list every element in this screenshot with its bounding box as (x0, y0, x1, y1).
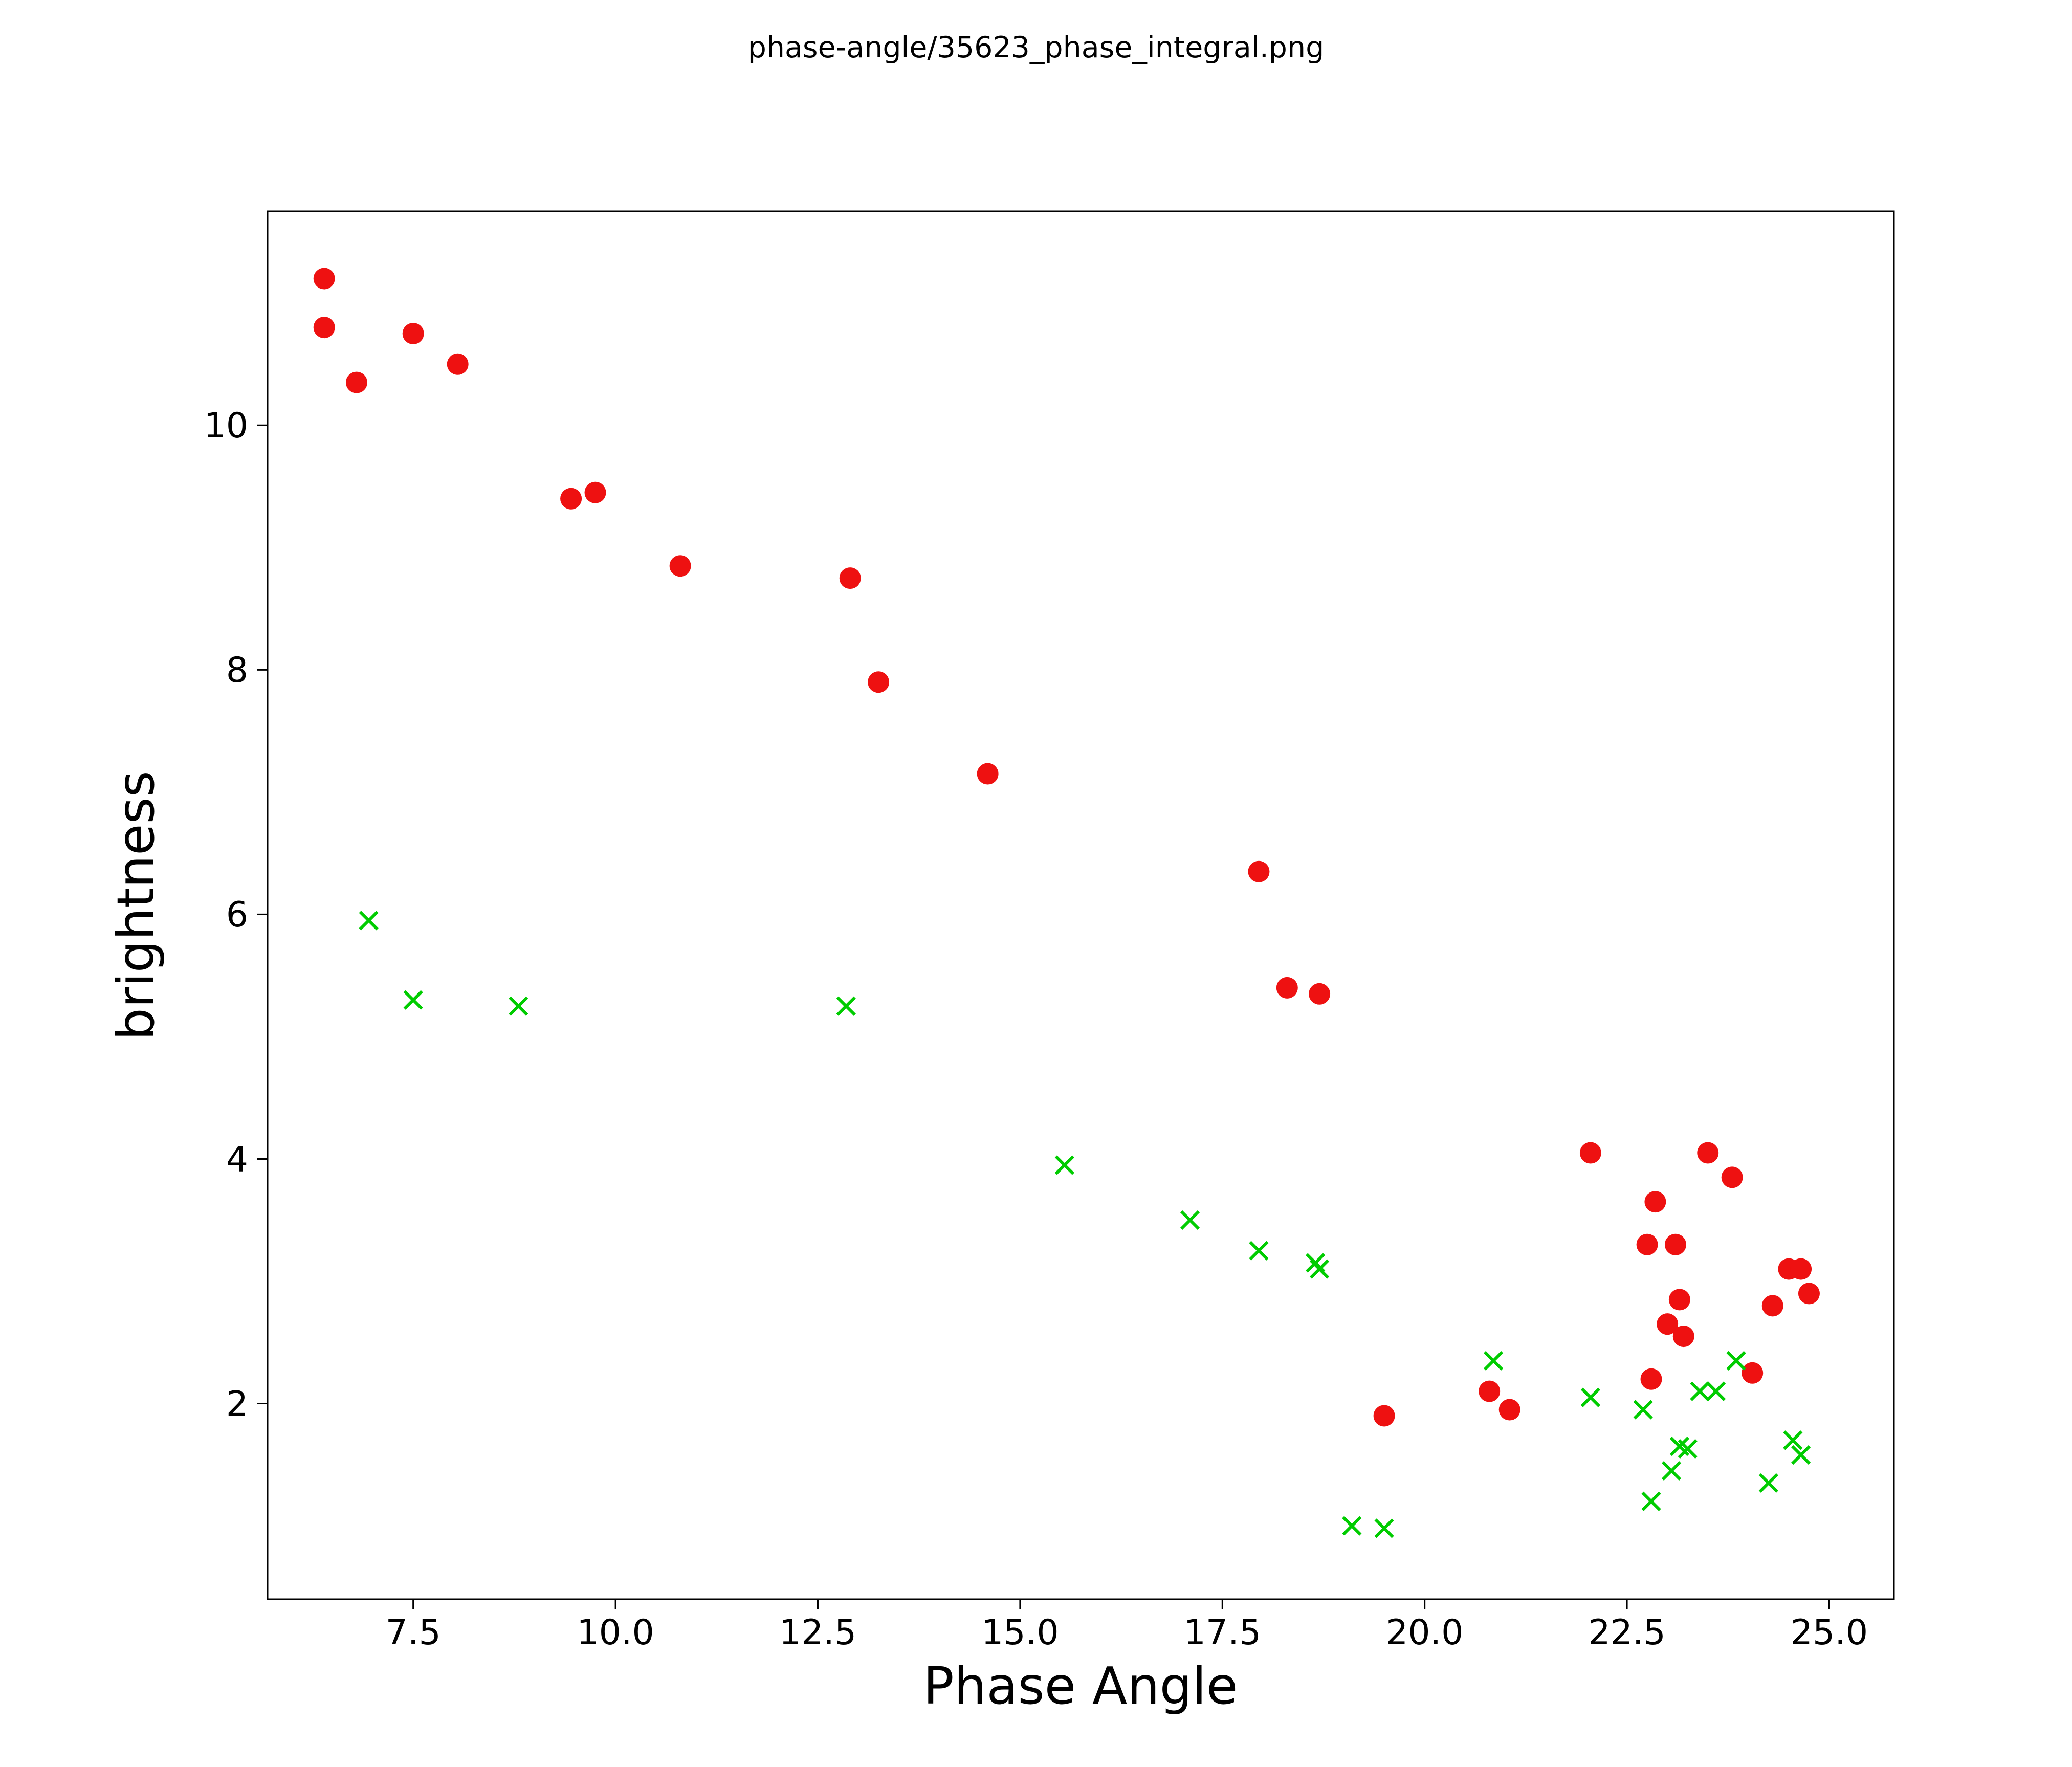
data-point-circle (669, 555, 691, 577)
data-point-circle (1248, 860, 1270, 882)
data-point-x (1054, 1155, 1074, 1175)
x-tick-label: 10.0 (577, 1613, 654, 1653)
x-tick-label: 7.5 (386, 1613, 441, 1653)
data-point-x (1483, 1351, 1504, 1371)
data-point-x (1678, 1439, 1698, 1459)
data-point-x (1706, 1381, 1726, 1401)
data-point-x (1374, 1518, 1394, 1538)
data-point-circle (1790, 1258, 1812, 1280)
data-point-x (836, 996, 856, 1016)
data-point-circle (1664, 1233, 1686, 1255)
data-point-circle (1636, 1233, 1658, 1255)
x-tick-label: 12.5 (779, 1613, 856, 1653)
x-tick-label: 20.0 (1386, 1613, 1463, 1653)
data-point-x (1309, 1259, 1330, 1279)
data-point-circle (977, 763, 999, 785)
data-point-x (1758, 1473, 1778, 1493)
data-point-circle (1742, 1362, 1764, 1384)
data-point-circle (313, 317, 335, 339)
y-axis-ticks: 2 4 6 8 10 (204, 406, 268, 1424)
data-point-circle (1761, 1295, 1783, 1317)
plot-area-border (267, 210, 1895, 1600)
data-point-circle (1798, 1283, 1820, 1305)
y-tick-label: 2 (226, 1384, 248, 1424)
y-tick-label: 6 (226, 895, 248, 935)
data-point-circle (868, 671, 890, 693)
data-point-x (403, 990, 423, 1010)
chart-title: phase-angle/35623_phase_integral.png (748, 31, 1325, 64)
data-point-x (1690, 1381, 1710, 1401)
data-point-circle (1373, 1405, 1395, 1427)
data-point-circle (584, 481, 606, 503)
data-point-x (509, 996, 528, 1016)
x-tick-label: 25.0 (1791, 1613, 1868, 1653)
data-point-circle (402, 323, 424, 345)
x-axis-ticks: 7.5 10.0 12.5 15.0 17.5 20.0 22.5 25.0 (386, 1599, 1868, 1653)
y-tick-label: 4 (226, 1139, 248, 1180)
data-point-circle (1672, 1326, 1694, 1348)
data-point-x (1580, 1387, 1601, 1407)
data-point-x (1661, 1461, 1682, 1481)
x-tick-label: 22.5 (1588, 1613, 1665, 1653)
x-tick-label: 15.0 (981, 1613, 1059, 1653)
data-point-x (359, 911, 379, 931)
data-point-circle (839, 567, 861, 589)
data-point-x (1342, 1516, 1362, 1536)
data-point-circle (1276, 977, 1298, 999)
data-point-x (1249, 1241, 1269, 1261)
data-point-circle (560, 488, 582, 510)
data-point-circle (1479, 1380, 1501, 1402)
data-point-circle (345, 371, 367, 393)
data-point-circle (447, 353, 469, 375)
data-point-circle (1640, 1368, 1662, 1390)
data-point-circle (1721, 1166, 1743, 1188)
y-tick-label: 10 (204, 406, 248, 446)
x-tick-label: 17.5 (1184, 1613, 1261, 1653)
data-point-circle (313, 268, 335, 290)
data-point-circle (1309, 983, 1331, 1005)
data-point-x (1180, 1210, 1200, 1230)
data-point-circle (1657, 1313, 1679, 1335)
data-point-x (1633, 1400, 1653, 1420)
data-point-circle (1697, 1142, 1719, 1164)
data-point-x (1791, 1445, 1811, 1465)
data-point-x (1726, 1351, 1746, 1371)
data-point-circle (1579, 1142, 1601, 1164)
data-points (313, 268, 1820, 1538)
y-axis-label: brightness (106, 770, 166, 1041)
data-point-circle (1498, 1399, 1520, 1421)
x-axis-label: Phase Angle (923, 1656, 1238, 1716)
data-point-x (1783, 1430, 1803, 1450)
y-tick-label: 8 (226, 650, 248, 691)
data-point-circle (1668, 1289, 1690, 1311)
data-point-circle (1644, 1191, 1666, 1213)
data-point-x (1641, 1491, 1661, 1511)
